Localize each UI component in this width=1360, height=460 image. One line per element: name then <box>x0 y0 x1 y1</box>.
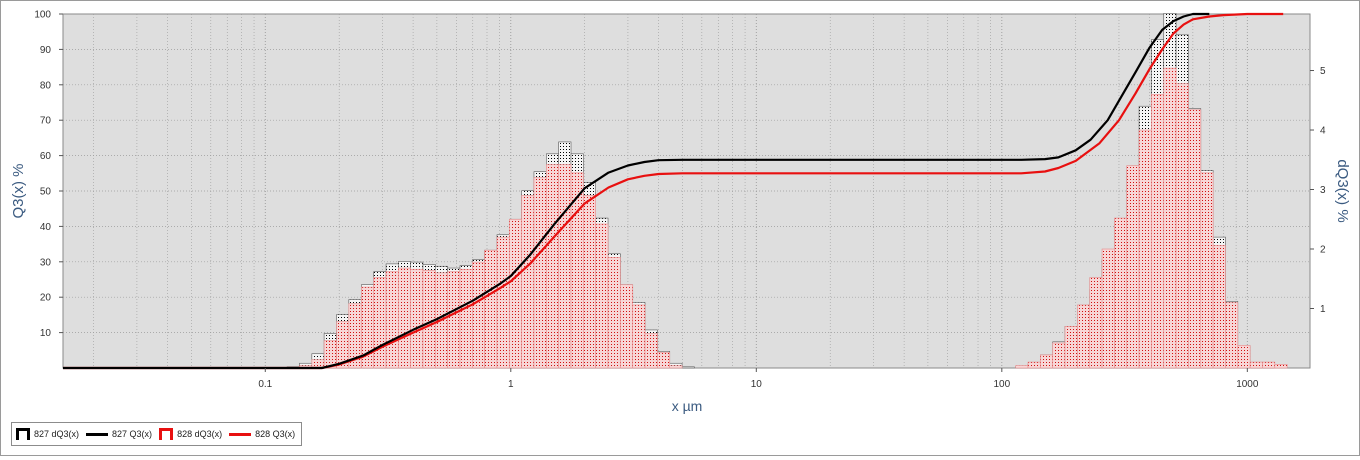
legend-swatch-827-dq3 <box>16 428 30 440</box>
legend-swatch-828-q3 <box>229 432 252 436</box>
bar-828 <box>398 267 411 369</box>
curve-828-q3 <box>63 12 1284 370</box>
x-tick-label: 0.1 <box>258 379 272 390</box>
curve-827-q3 <box>63 12 1210 370</box>
bar-828 <box>607 257 621 369</box>
bar-828 <box>1163 67 1177 369</box>
bar-828 <box>1200 172 1214 369</box>
x-axis-label: x µm <box>672 398 703 414</box>
bar-828 <box>311 359 325 369</box>
bar-828 <box>595 223 609 369</box>
histogram-bars <box>286 13 1288 369</box>
x-tick-label: 10 <box>751 379 763 390</box>
bar-828 <box>657 352 671 369</box>
bar-828 <box>1212 245 1226 369</box>
bar-828 <box>1101 248 1115 369</box>
bar-828 <box>1175 83 1189 369</box>
bar-828 <box>1027 361 1041 369</box>
y-tick-label: 60 <box>40 151 52 162</box>
x-tick-label: 1 <box>508 379 514 390</box>
bar-828 <box>484 249 498 369</box>
cumulative-curves <box>63 12 1284 370</box>
bar-828 <box>1114 217 1128 369</box>
bar-828 <box>422 270 436 369</box>
bar-828 <box>1237 345 1251 369</box>
bar-828 <box>1015 365 1029 369</box>
legend-label: 828 Q3(x) <box>255 429 296 439</box>
legend-item-828-q3[interactable]: 828 Q3(x) <box>229 429 295 439</box>
bar-828 <box>521 195 535 369</box>
bar-827 <box>681 366 695 369</box>
bar-828 <box>1225 302 1239 369</box>
bar-828 <box>1077 304 1091 369</box>
y2-tick-label: 2 <box>1320 245 1326 256</box>
y-tick-label: 90 <box>40 45 52 56</box>
y-tick-label: 30 <box>40 257 52 268</box>
bar-828 <box>373 277 387 369</box>
y2-axis-label: dQ3(x) % <box>1334 159 1351 222</box>
bar-828 <box>1274 364 1288 369</box>
bar-828 <box>410 268 424 369</box>
legend-item-827-dq3[interactable]: 827 dQ3(x) <box>16 428 79 440</box>
bar-828 <box>472 261 486 369</box>
y-tick-label: 100 <box>34 10 51 21</box>
legend-item-828-dq3[interactable]: 828 dQ3(x) <box>159 428 222 440</box>
bar-828 <box>1052 342 1066 369</box>
y-tick-label: 20 <box>40 293 52 304</box>
legend-label: 827 Q3(x) <box>112 429 153 439</box>
y2-tick-label: 4 <box>1320 126 1326 137</box>
y2-tick-label: 1 <box>1320 304 1326 315</box>
y2-tick-label: 5 <box>1320 66 1326 77</box>
legend-label: 828 dQ3(x) <box>177 429 223 439</box>
x-tick-label: 1000 <box>1236 379 1259 390</box>
bar-828 <box>496 236 510 369</box>
bar-828 <box>1188 109 1202 369</box>
bar-828 <box>508 218 522 369</box>
y-tick-label: 40 <box>40 222 52 233</box>
x-tick-label: 100 <box>993 379 1010 390</box>
y-tick-label: 80 <box>40 80 52 91</box>
y-tick-label: 10 <box>40 328 52 339</box>
bar-828 <box>459 268 473 369</box>
bar-828 <box>385 271 399 369</box>
legend-swatch-827-q3 <box>86 432 109 436</box>
bar-828 <box>533 177 547 369</box>
bar-828 <box>546 164 560 369</box>
bar-828 <box>558 164 572 369</box>
bar-828 <box>1151 94 1165 369</box>
y-axis-label: Q3(x) % <box>10 163 27 218</box>
y-tick-label: 70 <box>40 116 52 127</box>
bar-828 <box>583 195 596 369</box>
legend: 827 dQ3(x) 827 Q3(x) 828 dQ3(x) 828 Q3(x… <box>11 422 303 446</box>
bar-828 <box>644 333 658 369</box>
bar-828 <box>620 284 634 369</box>
axes: 10 20 30 40 50 60 70 80 90 100 1 2 3 4 5 0.1 1 10 100 1000 <box>34 10 1326 391</box>
y-tick-label: 50 <box>40 187 52 198</box>
bar-828 <box>632 304 646 369</box>
legend-item-827-q3[interactable]: 827 Q3(x) <box>86 429 152 439</box>
bar-828 <box>1064 326 1078 369</box>
legend-label: 827 dQ3(x) <box>34 429 80 439</box>
bar-828 <box>1249 361 1263 369</box>
bar-828 <box>447 271 461 369</box>
bar-828 <box>1040 354 1054 369</box>
bar-828 <box>1138 129 1152 369</box>
bar-828 <box>1089 277 1103 369</box>
y2-tick-label: 3 <box>1320 185 1326 196</box>
bar-828 <box>1262 361 1276 369</box>
legend-swatch-828-dq3 <box>159 428 174 440</box>
bar-828 <box>1126 165 1140 369</box>
bar-828 <box>669 365 683 369</box>
